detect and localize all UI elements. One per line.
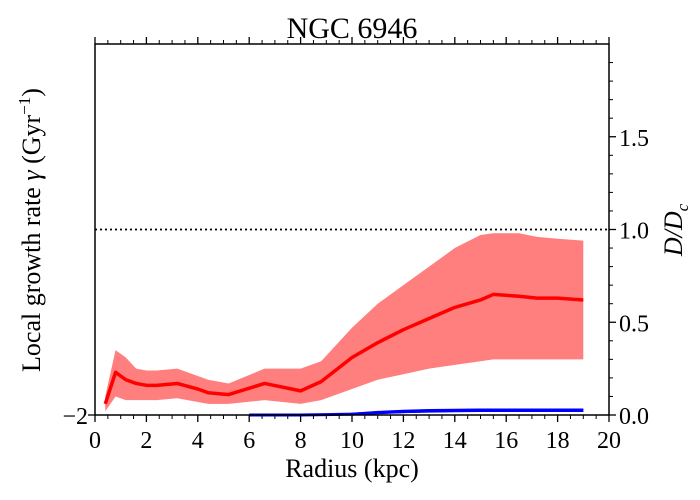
x-tick-label: 8 bbox=[295, 428, 307, 454]
y2-tick-label: 0.5 bbox=[619, 311, 649, 337]
x-tick-label: 4 bbox=[192, 428, 204, 454]
y-tick-label-left: −2 bbox=[62, 404, 88, 430]
plot-area bbox=[95, 228, 609, 417]
y2-tick-label: 1.5 bbox=[619, 126, 649, 152]
x-tick-label: 6 bbox=[243, 428, 255, 454]
chart-title: NGC 6946 bbox=[287, 12, 418, 45]
y2-axis-label: D/Dc bbox=[659, 203, 692, 257]
x-tick-label: 2 bbox=[140, 428, 152, 454]
x-tick-label: 18 bbox=[546, 428, 570, 454]
series-band-1 bbox=[105, 233, 584, 412]
x-tick-label: 16 bbox=[494, 428, 518, 454]
series-line-1 bbox=[103, 292, 584, 405]
x-axis-label: Radius (kpc) bbox=[285, 454, 419, 483]
x-tick-label: 14 bbox=[443, 428, 467, 454]
y2-tick-label: 1.0 bbox=[619, 219, 649, 245]
y2-tick-label: 0.0 bbox=[619, 404, 649, 430]
y-axis-label: Local growth rate γ (Gyr−1) bbox=[15, 88, 46, 372]
axes: 0 2 4 6 8 10 12 14 16 18 200.0 0.5 1.0 1.5 bbox=[88, 37, 649, 454]
x-tick-label: 10 bbox=[340, 428, 364, 454]
x-tick-label: 12 bbox=[391, 428, 415, 454]
x-tick-label: 20 bbox=[597, 428, 621, 454]
x-tick-label: 0 bbox=[89, 428, 101, 454]
